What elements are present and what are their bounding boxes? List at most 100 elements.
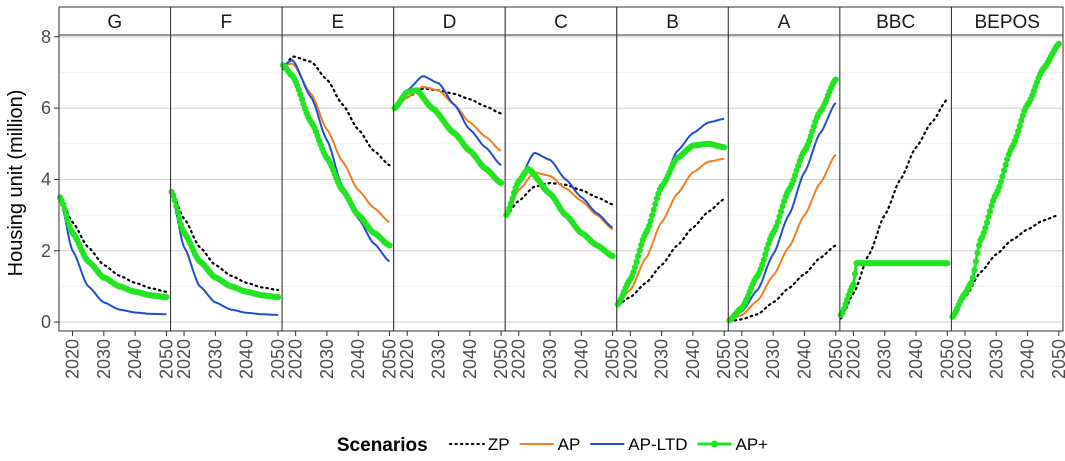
legend-label: AP-LTD xyxy=(628,435,687,454)
facet-panel-e: E 2020 2030 2040 2050 xyxy=(280,6,400,379)
facet-strip xyxy=(58,6,172,36)
series-point-applus xyxy=(999,173,1006,180)
series-point-applus xyxy=(944,260,951,267)
series-point-applus xyxy=(779,203,786,210)
x-tick-label: 2030 xyxy=(763,339,783,379)
facet-panel-bepos: BEPOS 2020 2030 2040 2050 xyxy=(949,6,1065,379)
y-tick-label: 4 xyxy=(41,169,51,189)
x-tick-label: 2030 xyxy=(317,339,337,379)
y-tick-label: 0 xyxy=(41,312,51,332)
series-point-applus xyxy=(971,267,978,274)
x-tick-label: 2020 xyxy=(397,339,417,379)
facet-panel-f: F 2020 2030 2040 2050 xyxy=(168,6,288,379)
series-point-applus xyxy=(795,162,802,169)
legend-key-marker xyxy=(711,440,719,448)
series-line-zp xyxy=(839,98,949,320)
series-point-applus xyxy=(776,213,783,220)
series-point-applus xyxy=(969,274,976,281)
series-point-applus xyxy=(633,258,640,265)
series-point-applus xyxy=(760,256,767,263)
x-tick-label: 2050 xyxy=(1049,339,1065,379)
series-point-applus xyxy=(1016,122,1023,129)
legend-title: Scenarios xyxy=(337,435,428,456)
series-point-applus xyxy=(636,247,643,254)
x-tick-label: 2050 xyxy=(826,339,846,379)
x-tick-label: 2030 xyxy=(94,339,114,379)
series-point-applus xyxy=(976,242,983,249)
series-point-applus xyxy=(64,217,71,224)
facet-strip xyxy=(616,6,729,36)
x-tick-label: 2020 xyxy=(732,339,752,379)
series-point-applus xyxy=(774,218,782,225)
facet-panel-b: B 2020 2030 2040 2050 xyxy=(614,6,734,379)
series-point-applus xyxy=(996,183,1003,190)
x-tick-label: 2040 xyxy=(348,339,368,379)
series-point-applus xyxy=(974,249,981,256)
x-tick-label: 2020 xyxy=(63,339,83,379)
series-point-applus xyxy=(295,86,302,93)
series-point-applus xyxy=(807,133,814,140)
legend: Scenarios ZP AP AP-LTD AP+ xyxy=(337,435,768,456)
facet-strip-label: B xyxy=(666,12,679,33)
series-point-applus xyxy=(510,189,518,196)
series-point-applus xyxy=(986,208,994,215)
series-line-zp xyxy=(58,196,168,293)
series-point-applus xyxy=(176,215,183,222)
x-tick-label: 2040 xyxy=(683,339,703,379)
series-line-ap xyxy=(729,153,837,322)
series-point-applus xyxy=(988,202,995,209)
y-axis-title: Housing unit (million) xyxy=(5,90,27,277)
series-point-applus xyxy=(646,222,653,229)
series-point-applus xyxy=(61,206,68,213)
legend-label: ZP xyxy=(488,435,510,454)
facet-panel-bbc: BBC 2020 2030 2040 2050 xyxy=(837,6,957,379)
series-point-applus xyxy=(721,144,728,151)
series-point-applus xyxy=(980,229,987,237)
facet-strip-label: E xyxy=(332,12,345,33)
series-point-applus xyxy=(498,179,505,187)
facet-strip-label: BBC xyxy=(876,12,915,33)
series-point-applus xyxy=(177,221,184,228)
legend-item-zp: ZP xyxy=(448,435,510,454)
x-tick-label: 2050 xyxy=(937,339,957,379)
x-tick-label: 2050 xyxy=(491,339,511,379)
facet-strip-label: D xyxy=(443,12,457,33)
series-point-applus xyxy=(1018,117,1025,124)
facet-strip-label: BEPOS xyxy=(974,12,1039,33)
series-line-ap-ltd xyxy=(170,191,279,316)
series-point-applus xyxy=(832,76,839,83)
series-point-applus xyxy=(609,253,616,260)
series-point-applus xyxy=(844,296,851,303)
x-tick-label: 2020 xyxy=(174,339,194,379)
series-point-applus xyxy=(649,212,656,219)
x-tick-label: 2030 xyxy=(652,339,672,379)
series-line-zp xyxy=(170,190,280,292)
facet-panel-d: D 2020 2030 2040 2050 xyxy=(391,6,511,379)
x-tick-label: 2040 xyxy=(460,339,480,379)
series-point-applus xyxy=(1004,156,1011,163)
series-point-applus xyxy=(983,219,991,226)
facet-strip xyxy=(727,6,841,36)
series-point-applus xyxy=(635,253,642,260)
series-point-applus xyxy=(793,167,800,174)
series-point-applus xyxy=(777,208,785,215)
facet-strip xyxy=(393,6,506,36)
x-tick-label: 2040 xyxy=(794,339,814,379)
series-point-applus xyxy=(638,241,645,248)
facet-panel-a: A 2020 2030 2040 2050 xyxy=(726,6,846,379)
series-point-applus xyxy=(652,200,659,208)
facet-panel-g: G 2020 2030 2040 2050 xyxy=(56,6,176,379)
series-line-ap-ltd xyxy=(394,75,502,167)
x-tick-label: 2020 xyxy=(509,339,529,379)
x-tick-label: 2040 xyxy=(906,339,926,379)
x-tick-label: 2030 xyxy=(875,339,895,379)
series-point-applus xyxy=(653,195,661,202)
series-point-applus xyxy=(631,264,639,271)
series-point-applus xyxy=(1013,133,1020,140)
series-point-applus xyxy=(509,195,516,202)
x-tick-label: 2020 xyxy=(620,339,640,379)
series-point-applus xyxy=(982,225,989,232)
series-point-applus xyxy=(163,294,170,301)
facet-strip-label: F xyxy=(221,12,233,33)
panel-background xyxy=(505,35,617,331)
